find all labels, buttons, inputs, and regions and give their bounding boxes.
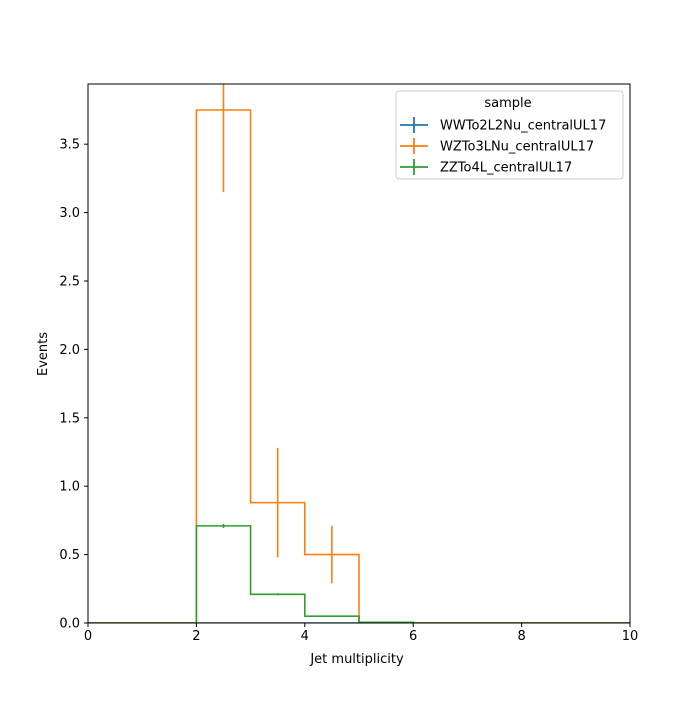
axes-frame — [87, 83, 631, 624]
y-tick-label: 0.0 — [59, 617, 80, 632]
y-tick-label: 3.5 — [59, 138, 80, 153]
legend-entry: WWTo2L2Nu_centralUL17 — [400, 117, 606, 134]
legend-box — [395, 90, 624, 180]
x-tick-label: 0 — [84, 629, 92, 644]
legend-label: WWTo2L2Nu_centralUL17 — [440, 119, 606, 134]
y-tick-label: 2.5 — [59, 274, 80, 289]
y-tick-label: 3.0 — [59, 206, 80, 221]
x-tick-label: 8 — [517, 629, 525, 644]
x-axis-label: Jet multiplicity — [309, 652, 404, 667]
legend-entry: ZZTo4L_centralUL17 — [400, 159, 572, 176]
y-axis-label: Events — [36, 332, 51, 376]
x-tick-label: 2 — [192, 629, 200, 644]
legend-label: ZZTo4L_centralUL17 — [440, 161, 572, 176]
series-step-line — [88, 109, 630, 623]
y-tick-label: 2.0 — [59, 343, 80, 358]
legend-label: WZTo3LNu_centralUL17 — [440, 140, 594, 155]
legend-title: sample — [484, 96, 531, 111]
y-tick-label: 1.5 — [59, 411, 80, 426]
legend: sample WWTo2L2Nu_centralUL17 WZTo3LNu_cen… — [395, 90, 624, 180]
x-tick-label: 6 — [409, 629, 417, 644]
x-tick-label: 10 — [622, 629, 639, 644]
y-tick-label: 0.5 — [59, 548, 80, 563]
y-tick-label: 1.0 — [59, 480, 80, 495]
x-tick-label: 4 — [301, 629, 309, 644]
legend-entry: WZTo3LNu_centralUL17 — [400, 138, 594, 155]
